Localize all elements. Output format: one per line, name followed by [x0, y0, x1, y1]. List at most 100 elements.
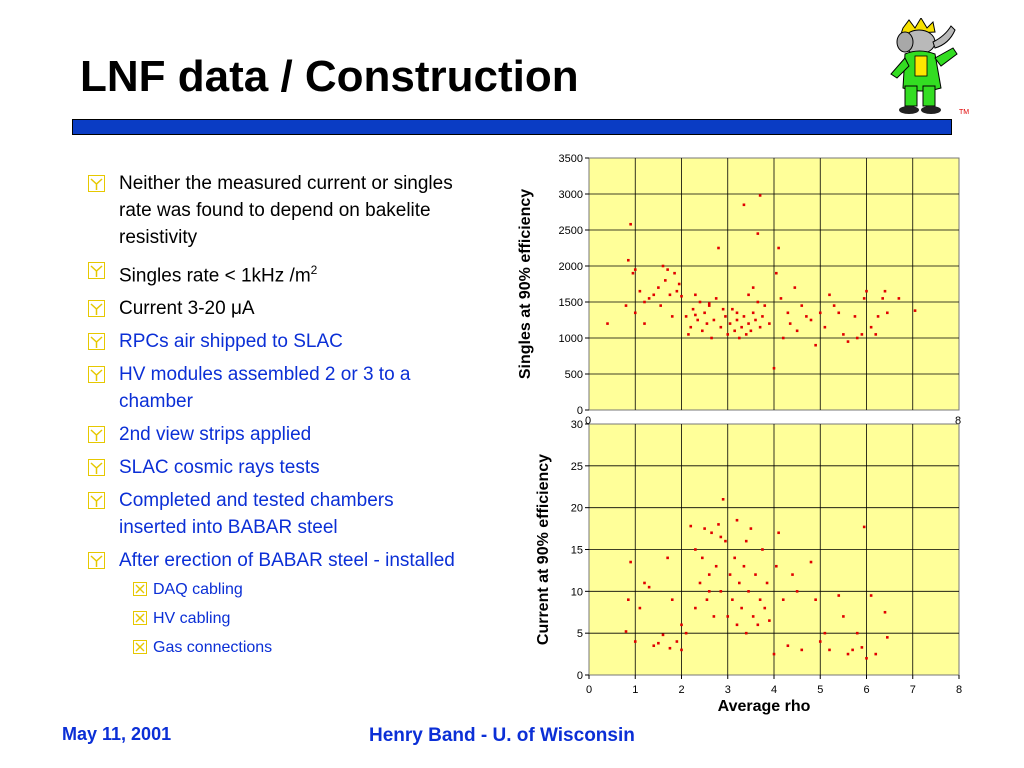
bullet-text: Completed and tested chambers inserted i… [119, 490, 394, 539]
checkbox-bullet-icon [88, 175, 105, 192]
data-point [862, 297, 866, 300]
sub-bullet-item: Gas connections [133, 636, 458, 659]
data-point [869, 325, 873, 329]
data-point [666, 556, 669, 560]
data-point [865, 289, 868, 293]
data-point [719, 535, 723, 539]
data-point [719, 590, 723, 593]
data-point [694, 548, 697, 551]
y-tick-label: 30 [571, 419, 583, 431]
data-point [638, 289, 642, 293]
data-point [687, 333, 690, 336]
data-point [874, 652, 878, 656]
data-point [643, 581, 646, 585]
data-point [842, 333, 845, 336]
data-point [860, 646, 864, 649]
x-tick-label: 4 [771, 684, 777, 696]
data-point [657, 641, 660, 645]
data-point [791, 573, 794, 576]
data-point [761, 315, 764, 318]
y-tick-label: 25 [571, 461, 583, 473]
y-tick-label: 0 [577, 670, 583, 682]
data-point [712, 615, 716, 618]
data-point [886, 636, 889, 639]
sub-bullet-item: DAQ cabling [133, 578, 458, 601]
data-point [735, 518, 739, 522]
data-point [666, 268, 669, 271]
x-tick-label: 1 [632, 684, 638, 696]
data-point [818, 311, 822, 315]
data-point [689, 524, 693, 528]
y-tick-label: 3000 [559, 189, 583, 201]
data-point [749, 527, 753, 530]
data-point [726, 333, 730, 336]
data-point [855, 336, 859, 340]
data-point [809, 560, 813, 564]
slide-title: LNF data / Construction [80, 52, 579, 101]
y-axis-label: Current at 90% efficiency [535, 454, 552, 645]
data-point [751, 286, 755, 289]
data-point [860, 333, 864, 336]
data-point [670, 598, 674, 601]
data-point [631, 271, 635, 275]
data-point [754, 573, 757, 576]
data-point [707, 302, 711, 305]
data-point [659, 304, 662, 307]
y-tick-label: 500 [565, 369, 583, 381]
data-point [846, 340, 850, 343]
data-point [712, 318, 716, 322]
data-point [876, 315, 880, 318]
y-tick-label: 20 [571, 503, 583, 515]
data-point [740, 325, 743, 329]
y-tick-label: 0 [577, 405, 583, 417]
sub-bullet-list: DAQ cabling HV cabling Gas connections [133, 578, 458, 659]
current-scatter-chart: 0 5 10 15 20 25 30 0 1 2 3 4 5 6 7 8 Current at 90% effi… [535, 419, 962, 715]
data-point [707, 590, 711, 593]
data-point [754, 318, 757, 322]
x-tick-label: 0 [585, 415, 591, 427]
data-point [633, 311, 637, 315]
data-point [842, 615, 845, 618]
data-point [756, 232, 760, 235]
data-point [728, 573, 732, 576]
x-box-bullet-icon [133, 640, 147, 655]
data-point [881, 297, 884, 300]
bullet-item: After erection of BABAR steel - installe… [88, 547, 458, 659]
data-point [742, 564, 746, 568]
data-point [768, 619, 771, 622]
data-point [751, 311, 755, 315]
data-point [717, 523, 720, 526]
data-point [643, 300, 646, 304]
data-point [721, 307, 725, 311]
data-point [719, 325, 723, 329]
checkbox-bullet-icon [88, 262, 105, 279]
data-point [680, 648, 683, 652]
data-point [747, 322, 750, 325]
data-point [627, 258, 630, 262]
data-point [673, 271, 676, 275]
y-tick-label: 2500 [559, 225, 583, 237]
data-point [837, 594, 841, 597]
data-point [897, 297, 901, 300]
data-point [668, 646, 672, 650]
bullet-item: Completed and tested chambers inserted i… [88, 487, 458, 541]
data-point [694, 293, 697, 297]
data-point [606, 322, 609, 325]
sub-bullet-text: HV cabling [153, 610, 231, 628]
data-point [629, 560, 632, 564]
checkbox-bullet-icon [88, 552, 105, 570]
data-point [701, 329, 704, 333]
data-point [647, 297, 651, 300]
data-point [638, 606, 642, 610]
data-point [795, 590, 799, 593]
data-point [749, 329, 753, 333]
data-point [758, 325, 762, 329]
data-point [738, 581, 741, 585]
data-point [689, 325, 693, 329]
bullet-text: Singles rate < 1kHz /m [119, 265, 311, 287]
checkbox-bullet-icon [88, 333, 105, 351]
data-point [675, 289, 679, 293]
data-point [731, 307, 734, 311]
checkbox-bullet-icon [88, 300, 105, 318]
data-point [627, 598, 630, 601]
